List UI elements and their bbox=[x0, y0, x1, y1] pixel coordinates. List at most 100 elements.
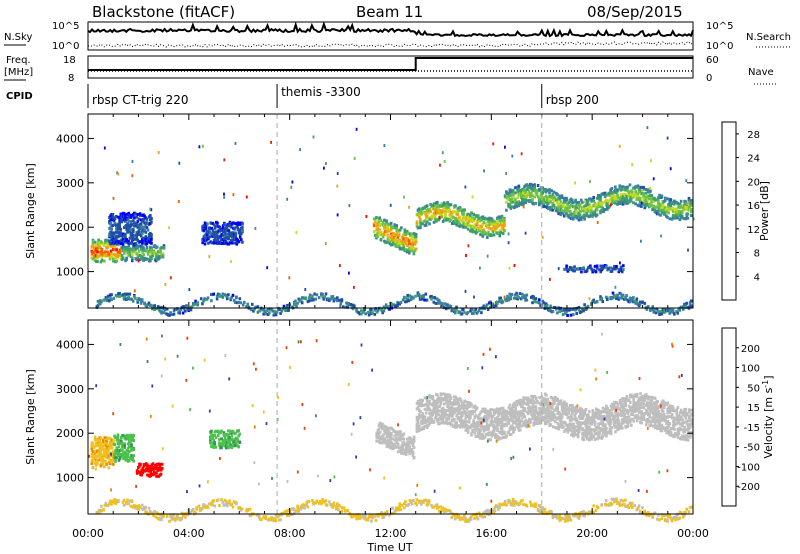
scatter-cell bbox=[448, 213, 452, 217]
scatter-cell bbox=[210, 241, 214, 245]
scatter-cell bbox=[209, 231, 212, 235]
scatter-cell bbox=[110, 442, 114, 446]
scatter-cell bbox=[541, 191, 544, 195]
scatter-cell bbox=[421, 412, 424, 416]
scatter-cell bbox=[203, 242, 207, 246]
scatter-cell bbox=[586, 199, 590, 203]
scatter-cell bbox=[521, 403, 524, 407]
scatter-cell bbox=[98, 439, 102, 443]
scatter-cell bbox=[116, 242, 119, 246]
scatter-cell bbox=[223, 192, 225, 196]
scatter-cell bbox=[433, 208, 437, 212]
scatter-cell bbox=[151, 307, 154, 311]
scatter-cell bbox=[430, 420, 434, 423]
scatter-cell bbox=[339, 264, 341, 268]
scatter-cell bbox=[692, 217, 695, 221]
scatter-cell bbox=[412, 456, 416, 460]
scatter-cell bbox=[684, 217, 687, 221]
scatter-cell bbox=[491, 302, 495, 306]
scatter-cell bbox=[487, 230, 490, 234]
scatter-cell bbox=[447, 402, 451, 406]
scatter-cell bbox=[232, 235, 235, 239]
scatter-cell bbox=[414, 237, 418, 241]
scatter-cell bbox=[687, 248, 689, 252]
scatter-cell bbox=[236, 437, 239, 441]
scatter-cell bbox=[541, 416, 545, 419]
scatter-cell bbox=[624, 193, 627, 197]
scatter-cell bbox=[640, 204, 643, 208]
scatter-cell bbox=[622, 268, 625, 271]
scatter-cell bbox=[667, 211, 670, 215]
scatter-cell bbox=[210, 441, 213, 445]
scatter-cell bbox=[495, 226, 498, 230]
scatter-cell bbox=[483, 435, 487, 439]
scatter-cell bbox=[525, 293, 529, 297]
scatter-cell bbox=[473, 431, 477, 435]
scatter-cell bbox=[508, 266, 511, 270]
scatter-cell bbox=[143, 301, 146, 305]
scatter-cell bbox=[160, 311, 163, 315]
scatter-cell bbox=[294, 299, 297, 303]
scatter-cell bbox=[536, 184, 540, 187]
scatter-cell bbox=[378, 430, 382, 434]
scatter-cell bbox=[223, 158, 226, 162]
scatter-cell bbox=[624, 296, 627, 300]
scatter-cell bbox=[227, 237, 231, 241]
scatter-cell bbox=[125, 238, 128, 242]
scatter-cell bbox=[663, 212, 667, 216]
scatter-cell bbox=[416, 226, 420, 230]
scatter-cell bbox=[523, 409, 527, 412]
scatter-cell bbox=[589, 214, 592, 218]
scatter-cell bbox=[418, 413, 421, 417]
scatter-cell bbox=[231, 438, 235, 442]
scatter-cell bbox=[142, 253, 145, 257]
scatter-cell bbox=[593, 264, 597, 268]
scatter-cell bbox=[480, 225, 483, 229]
scatter-cell bbox=[115, 214, 118, 218]
scatter-cell bbox=[568, 308, 572, 312]
scatter-cell bbox=[513, 401, 516, 405]
scatter-cell bbox=[99, 462, 103, 466]
scatter-cell bbox=[653, 307, 657, 311]
scatter-cell bbox=[353, 285, 355, 289]
scatter-cell bbox=[438, 299, 441, 303]
scatter-cell bbox=[551, 193, 555, 196]
scatter-cell bbox=[158, 462, 162, 466]
scatter-cell bbox=[130, 223, 134, 227]
scatter-cell bbox=[545, 198, 549, 202]
scatter-cell bbox=[518, 421, 522, 425]
scatter-cell bbox=[419, 217, 422, 221]
scatter-cell bbox=[534, 407, 538, 411]
scatter-cell bbox=[591, 270, 594, 274]
scatter-cell bbox=[176, 307, 179, 311]
scatter-cell bbox=[585, 307, 589, 311]
scatter-cell bbox=[182, 307, 186, 311]
scatter-cell bbox=[251, 302, 254, 306]
scatter-cell bbox=[210, 227, 214, 230]
scatter-cell bbox=[474, 214, 478, 218]
scatter-cell bbox=[533, 413, 537, 417]
scatter-cell bbox=[376, 235, 379, 238]
scatter-cell bbox=[629, 196, 633, 200]
scatter-cell bbox=[481, 215, 485, 219]
scatter-cell bbox=[404, 241, 408, 245]
scatter-cell bbox=[542, 203, 546, 207]
scatter-cell bbox=[542, 196, 546, 200]
scatter-cell bbox=[132, 233, 135, 237]
scatter-cell bbox=[467, 223, 471, 227]
scatter-cell bbox=[543, 398, 547, 402]
scatter-cell bbox=[690, 208, 693, 212]
scatter-cell bbox=[511, 189, 515, 193]
scatter-cell bbox=[443, 302, 447, 306]
scatter-cell bbox=[670, 217, 674, 221]
scatter-cell bbox=[323, 166, 325, 170]
scatter-cell bbox=[154, 259, 158, 263]
scatter-cell bbox=[136, 239, 140, 242]
scatter-cell bbox=[627, 298, 631, 302]
scatter-cell bbox=[227, 229, 231, 233]
scatter-cell bbox=[618, 144, 621, 148]
scatter-cell bbox=[578, 213, 582, 217]
scatter-cell bbox=[565, 310, 568, 314]
